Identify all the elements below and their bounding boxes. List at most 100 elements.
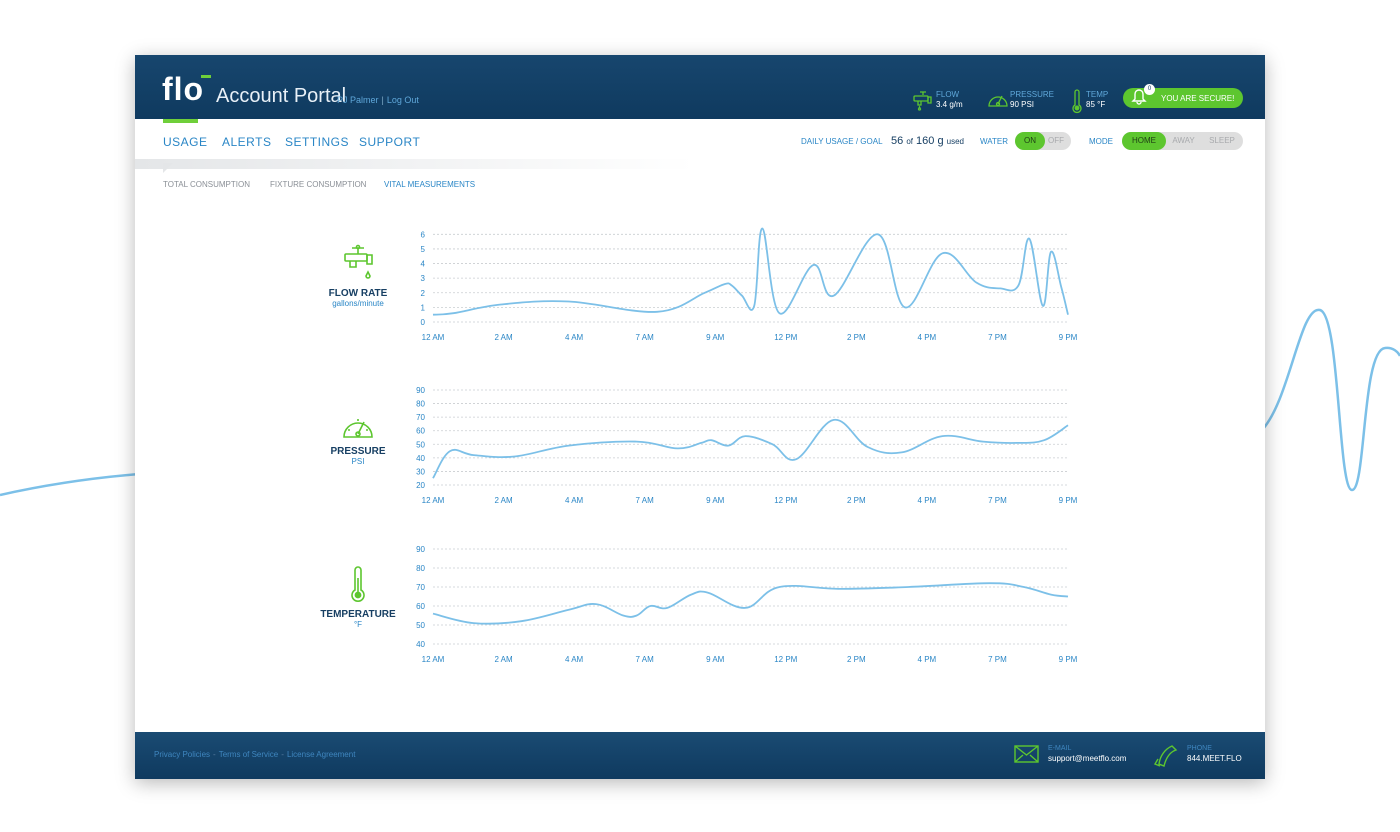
flow-rate-title: FLOW RATE bbox=[328, 288, 388, 299]
y-tick-label: 1 bbox=[421, 303, 426, 312]
thermometer-icon bbox=[1072, 89, 1082, 114]
pressure-unit: PSI bbox=[351, 457, 365, 466]
subtab-vital-measurements[interactable]: VITAL MEASUREMENTS bbox=[384, 180, 476, 189]
mode-away-option[interactable]: AWAY bbox=[1172, 136, 1195, 145]
y-tick-label: 40 bbox=[416, 640, 425, 649]
faucet-icon bbox=[344, 244, 373, 279]
phone-value[interactable]: 844.MEET.FLO bbox=[1187, 754, 1242, 763]
security-status-text: YOU ARE SECURE! bbox=[1161, 94, 1235, 103]
x-tick-label: 7 AM bbox=[636, 655, 655, 664]
y-tick-label: 50 bbox=[416, 440, 425, 449]
temperature-unit: °F bbox=[353, 620, 363, 629]
x-tick-label: 2 AM bbox=[494, 655, 513, 664]
user-name[interactable]: PJ Palmer bbox=[337, 95, 379, 105]
y-tick-label: 80 bbox=[416, 564, 425, 573]
tab-alerts[interactable]: ALERTS bbox=[222, 135, 272, 149]
water-off-option[interactable]: OFF bbox=[1048, 136, 1064, 145]
y-tick-label: 70 bbox=[416, 583, 425, 592]
footer: Privacy Policies - Terms of Service - Licens… bbox=[135, 732, 1265, 779]
y-tick-label: 70 bbox=[416, 413, 425, 422]
usage-used: 56 bbox=[891, 135, 904, 147]
series-line bbox=[432, 418, 1069, 479]
mode-sleep-option[interactable]: SLEEP bbox=[1209, 136, 1235, 145]
license-agreement-link[interactable]: License Agreement bbox=[286, 750, 356, 759]
bell-icon[interactable] bbox=[1129, 86, 1149, 106]
x-tick-label: 7 PM bbox=[988, 496, 1007, 505]
x-tick-label: 12 PM bbox=[774, 333, 797, 342]
phone-icon bbox=[1153, 745, 1178, 767]
x-tick-label: 12 PM bbox=[774, 655, 797, 664]
x-tick-label: 12 AM bbox=[422, 496, 445, 505]
app-window: flo Account Portal PJ Palmer | Log Out FLO… bbox=[135, 55, 1265, 779]
pressure-value: 90 PSI bbox=[1010, 100, 1035, 109]
x-tick-label: 9 PM bbox=[1059, 496, 1078, 505]
y-tick-label: 60 bbox=[416, 427, 425, 436]
subnav-pointer bbox=[163, 163, 173, 173]
nav-divider-band bbox=[135, 159, 695, 169]
envelope-icon bbox=[1014, 745, 1039, 763]
y-tick-label: 60 bbox=[416, 602, 425, 611]
flow-rate-label: FLOW RATE gallons/minute bbox=[298, 243, 418, 308]
flo-logo[interactable]: flo bbox=[162, 73, 211, 105]
usage-of: of bbox=[906, 137, 913, 146]
logout-link[interactable]: Log Out bbox=[386, 95, 419, 105]
pressure-chart-label: PRESSURE PSI bbox=[298, 411, 418, 466]
x-tick-label: 7 AM bbox=[636, 496, 655, 505]
y-tick-label: 90 bbox=[416, 386, 425, 395]
tab-usage[interactable]: USAGE bbox=[163, 135, 208, 149]
x-tick-label: 2 AM bbox=[494, 333, 513, 342]
email-label: E-MAIL bbox=[1048, 745, 1072, 752]
privacy-policies-link[interactable]: Privacy Policies bbox=[154, 750, 211, 759]
x-tick-label: 7 PM bbox=[988, 655, 1007, 664]
portal-title: Account Portal bbox=[216, 85, 347, 107]
security-status-badge[interactable]: 0 YOU ARE SECURE! bbox=[1123, 84, 1243, 108]
x-tick-label: 2 PM bbox=[847, 333, 866, 342]
mode-home-option[interactable]: HOME bbox=[1122, 132, 1166, 150]
user-info: PJ Palmer | Log Out bbox=[337, 95, 419, 105]
y-tick-label: 0 bbox=[421, 318, 426, 327]
water-on-option[interactable]: ON bbox=[1015, 132, 1045, 150]
x-tick-label: 2 PM bbox=[847, 655, 866, 664]
top-bar: flo Account Portal PJ Palmer | Log Out FLO… bbox=[135, 55, 1265, 119]
x-tick-label: 12 AM bbox=[422, 655, 445, 664]
y-tick-label: 80 bbox=[416, 400, 425, 409]
x-tick-label: 4 PM bbox=[918, 333, 937, 342]
flow-value: 3.4 g/m bbox=[936, 100, 963, 109]
x-tick-label: 4 AM bbox=[565, 655, 584, 664]
pressure-label: PRESSURE bbox=[1010, 90, 1055, 99]
active-tab-indicator bbox=[163, 119, 198, 123]
x-tick-label: 9 PM bbox=[1059, 333, 1078, 342]
mode-selector[interactable]: HOME AWAY SLEEP bbox=[1122, 132, 1243, 150]
x-tick-label: 9 AM bbox=[706, 333, 725, 342]
subtab-fixture-consumption[interactable]: FIXTURE CONSUMPTION bbox=[270, 180, 367, 189]
tab-settings[interactable]: SETTINGS bbox=[285, 135, 350, 149]
alert-count-badge: 0 bbox=[1144, 84, 1155, 95]
x-tick-label: 4 AM bbox=[565, 496, 584, 505]
x-tick-label: 9 PM bbox=[1059, 655, 1078, 664]
separator: | bbox=[381, 95, 384, 105]
gauge-icon bbox=[343, 419, 373, 438]
y-tick-label: 40 bbox=[416, 454, 425, 463]
terms-of-service-link[interactable]: Terms of Service bbox=[218, 750, 279, 759]
flow-rate-unit: gallons/minute bbox=[332, 299, 384, 308]
x-tick-label: 4 AM bbox=[565, 333, 584, 342]
email-value[interactable]: support@meetflo.com bbox=[1048, 754, 1127, 763]
tab-support[interactable]: SUPPORT bbox=[359, 135, 421, 149]
usage-unit: g bbox=[937, 135, 944, 147]
y-tick-label: 2 bbox=[421, 289, 426, 298]
y-tick-label: 90 bbox=[416, 545, 425, 554]
y-tick-label: 50 bbox=[416, 621, 425, 630]
water-toggle[interactable]: ON OFF bbox=[1015, 132, 1071, 150]
x-tick-label: 9 AM bbox=[706, 496, 725, 505]
temperature-title: TEMPERATURE bbox=[320, 609, 396, 620]
x-tick-label: 2 PM bbox=[847, 496, 866, 505]
pressure-chart: 20 30 40 50 60 70 80 90 12 AM 2 AM 4 AM 7 AM 9 AM 12 … bbox=[416, 386, 1078, 505]
subtab-total-consumption[interactable]: TOTAL CONSUMPTION bbox=[163, 180, 250, 189]
thermometer-icon bbox=[351, 566, 365, 602]
y-tick-label: 30 bbox=[416, 467, 425, 476]
footer-links: Privacy Policies - Terms of Service - Licens… bbox=[154, 750, 356, 759]
x-tick-label: 12 AM bbox=[422, 333, 445, 342]
x-tick-label: 7 AM bbox=[636, 333, 655, 342]
temp-value: 85 °F bbox=[1086, 100, 1106, 109]
y-tick-label: 4 bbox=[421, 260, 426, 269]
